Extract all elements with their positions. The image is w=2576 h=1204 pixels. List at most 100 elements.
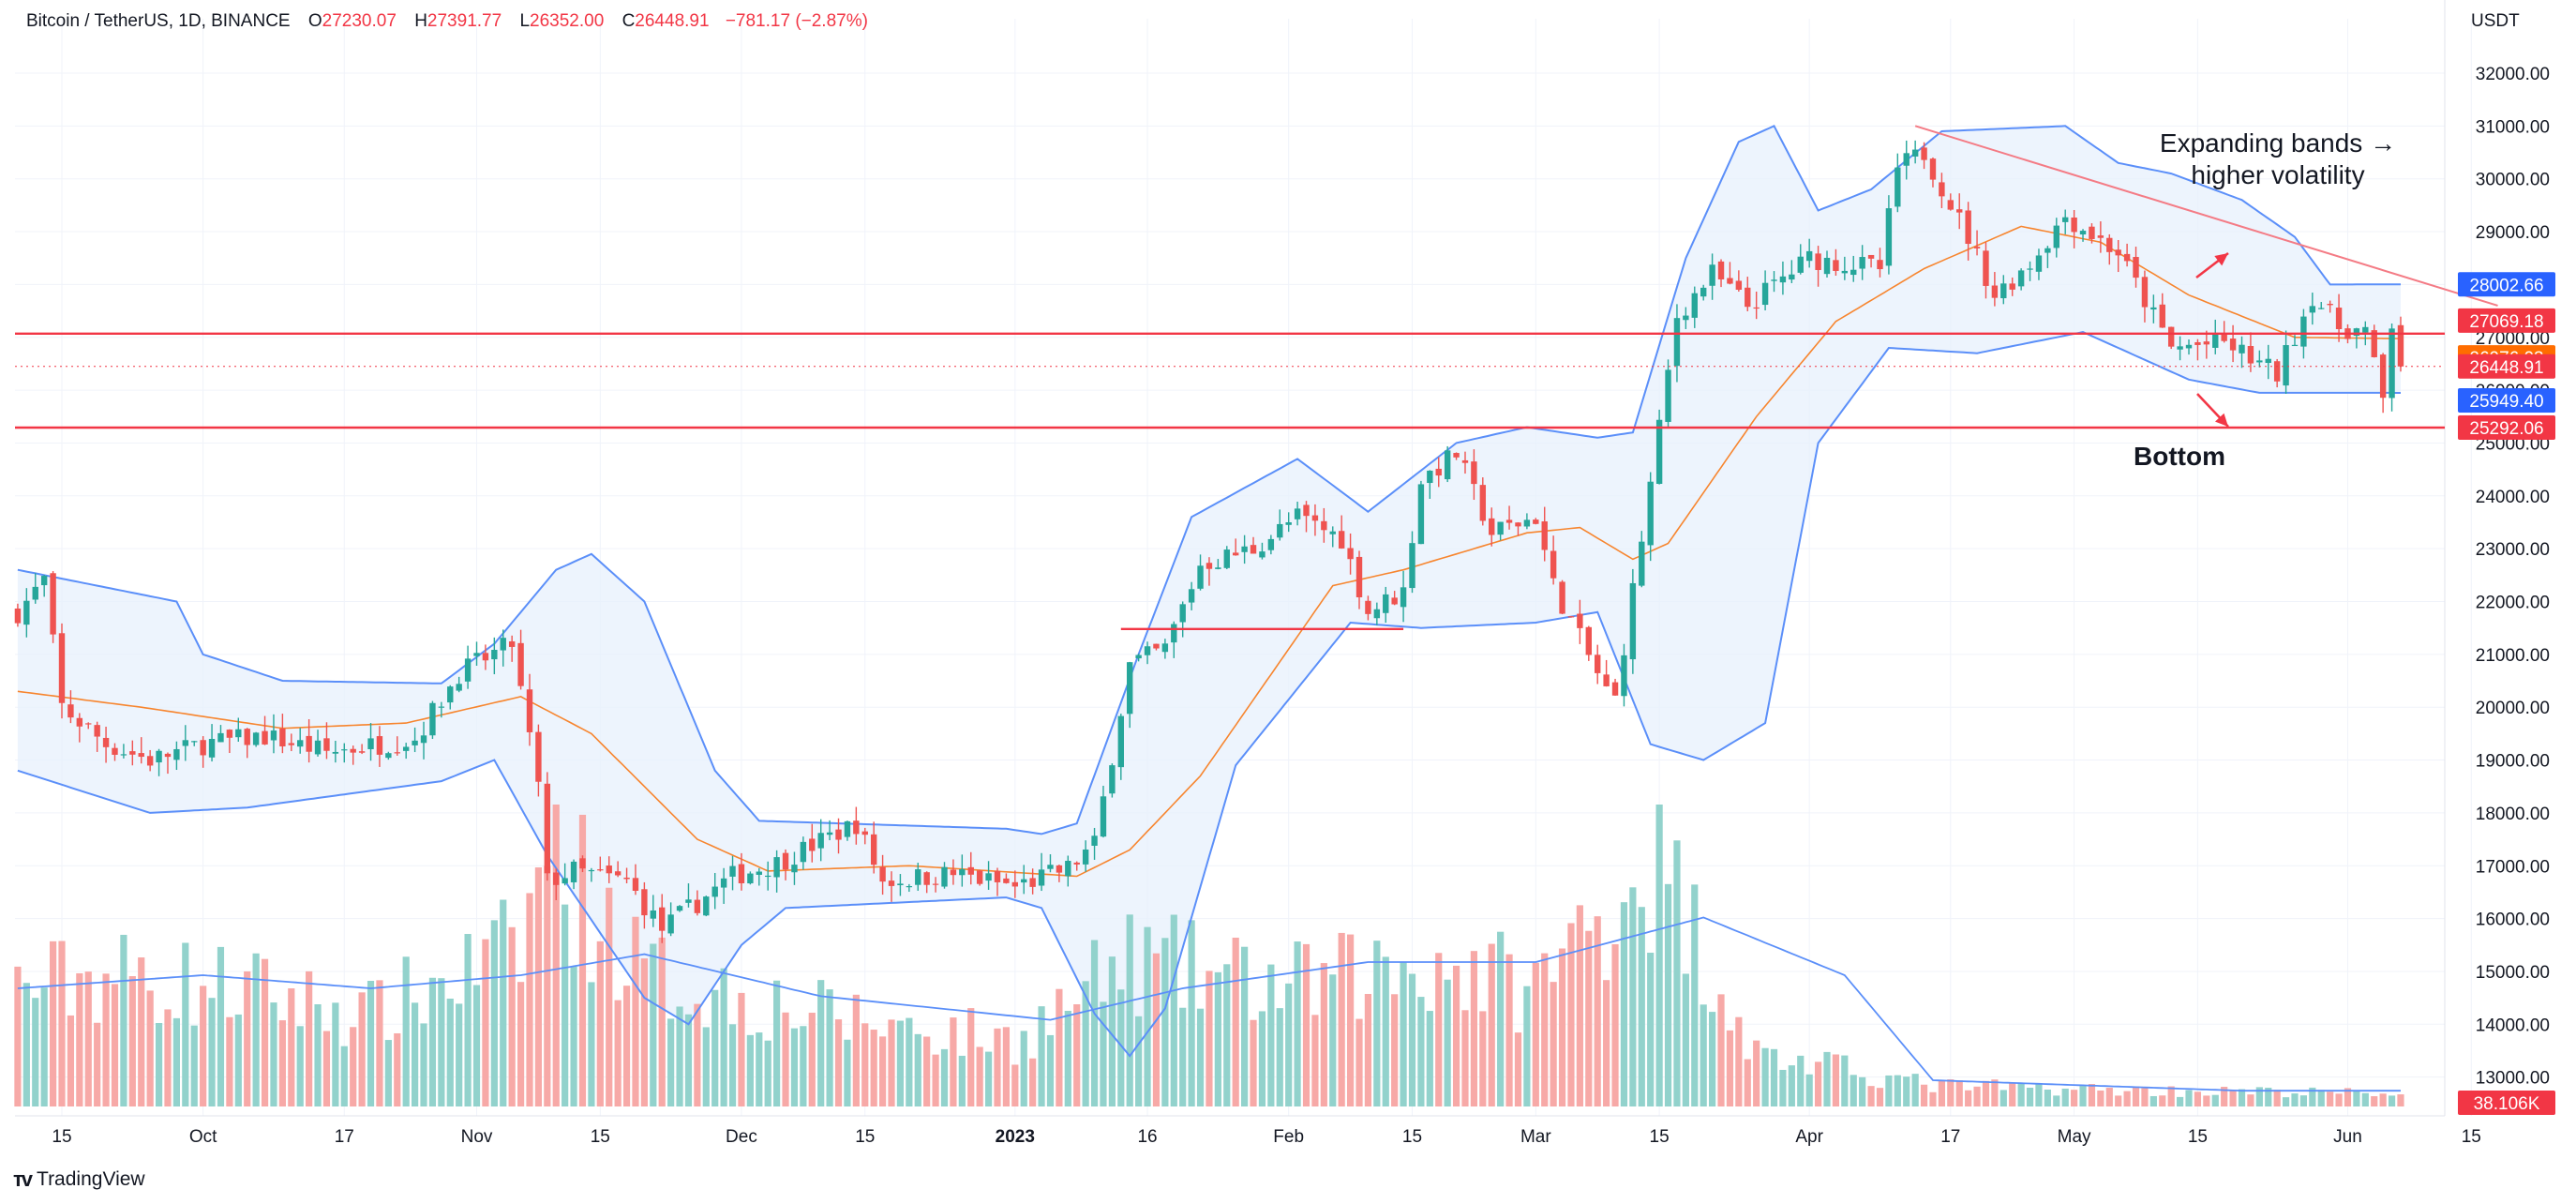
- candle-body: [2044, 248, 2051, 253]
- candle-body: [1179, 604, 1186, 623]
- candle-body: [226, 730, 233, 738]
- candle-body: [1973, 247, 1981, 248]
- candle-body: [129, 751, 136, 755]
- candle-body: [2167, 326, 2175, 347]
- volume-bar: [562, 904, 569, 1106]
- time-tick-label: 17: [1940, 1127, 1960, 1147]
- time-axis[interactable]: 15 Oct 17 Nov 15 Dec 15 2023 16 Feb 15 Mar 15 Apr 17 Ma…: [52, 1127, 2576, 1147]
- volume-bar: [261, 958, 269, 1106]
- volume-bar: [1982, 1080, 1990, 1106]
- candle-body: [50, 573, 56, 635]
- arrow-up-icon-head: [2214, 253, 2228, 266]
- candle-body: [1841, 270, 1849, 274]
- volume-bar: [2371, 1096, 2378, 1106]
- volume-bar: [1373, 941, 1381, 1106]
- candle-body: [23, 600, 30, 625]
- candle-body: [2185, 344, 2193, 349]
- candle-body: [1417, 484, 1425, 545]
- volume-bar: [1391, 994, 1399, 1106]
- volume-bar: [420, 1023, 427, 1106]
- candle-body: [1321, 520, 1327, 531]
- price-label-volume: 38.106K: [2458, 1091, 2555, 1115]
- volume-bar: [2344, 1088, 2352, 1106]
- tradingview-logo[interactable]: ᴛᴠ TradingView: [13, 1167, 145, 1192]
- candle-body: [508, 640, 516, 647]
- candle-body: [1559, 581, 1565, 614]
- time-tick-label: 15: [52, 1127, 71, 1147]
- volume-bar: [306, 971, 313, 1106]
- volume-bar: [534, 867, 543, 1106]
- price-axis[interactable]: USDT 32000.00 31000.00 30000.00 29000.00 2800…: [2471, 11, 2550, 1089]
- volume-bar: [1382, 956, 1389, 1106]
- candle-body: [879, 866, 886, 882]
- candle-body: [853, 820, 860, 835]
- candle-body: [244, 729, 250, 745]
- bollinger-upper-line: [17, 124, 2401, 835]
- volume-bar: [790, 1028, 799, 1106]
- candle-body: [1065, 861, 1071, 877]
- candle-body: [120, 754, 127, 756]
- volume-bar: [1823, 1051, 1831, 1106]
- volume-bar: [1126, 914, 1133, 1106]
- time-tick-label: Feb: [1273, 1127, 1304, 1147]
- volume-bar: [1947, 1079, 1954, 1106]
- volume-bar: [32, 998, 39, 1106]
- annotation-line-1: Expanding bands →: [2159, 128, 2397, 158]
- volume-bar: [746, 1034, 754, 1106]
- candle-body: [1991, 285, 1999, 298]
- volume-bar: [217, 946, 225, 1106]
- volume-bar: [870, 1030, 877, 1106]
- volume-bar: [1294, 941, 1301, 1106]
- symbol-title[interactable]: Bitcoin / TetherUS, 1D, BINANCE: [26, 11, 291, 31]
- candle-body: [1383, 594, 1389, 613]
- candle-body: [1153, 643, 1160, 649]
- candle-body: [138, 753, 144, 758]
- candle-body: [1709, 264, 1715, 286]
- candle-body: [676, 906, 683, 911]
- candle-body: [2097, 235, 2104, 238]
- candle-body: [2203, 341, 2210, 345]
- volume-bar: [428, 977, 437, 1106]
- candle-body: [782, 852, 789, 870]
- tradingview-logo-text: TradingView: [37, 1168, 145, 1190]
- volume-bar: [738, 992, 745, 1106]
- candle-body: [1338, 531, 1345, 549]
- candle-body: [1779, 276, 1787, 283]
- price-label-lower: 25949.40: [2458, 387, 2555, 413]
- candle-body: [1761, 282, 1769, 306]
- volume-bar: [2265, 1087, 2272, 1106]
- volume-bar: [1161, 938, 1169, 1106]
- candle-body: [606, 865, 612, 874]
- candle-body: [164, 753, 172, 758]
- candle-body: [1533, 519, 1539, 524]
- candle-body: [40, 576, 48, 586]
- volume-bar: [640, 958, 648, 1106]
- volume-bar: [1497, 931, 1505, 1106]
- candle-body: [1373, 609, 1381, 619]
- candle-body: [1639, 541, 1645, 586]
- volume-bar: [1558, 948, 1566, 1106]
- candle-body: [1232, 552, 1239, 556]
- volume-bar: [2167, 1086, 2175, 1106]
- time-tick-label: Nov: [461, 1127, 493, 1147]
- candle-body: [1391, 597, 1398, 605]
- candle-body: [2247, 345, 2254, 364]
- price-tick-label: 31000.00: [2476, 117, 2550, 137]
- volume-bar: [58, 941, 66, 1106]
- volume-bar: [2088, 1084, 2096, 1106]
- price-label-box: [2458, 354, 2555, 379]
- volume-bar: [288, 988, 295, 1106]
- candle-body: [562, 878, 568, 884]
- candle-body: [553, 872, 560, 885]
- volume-bar: [1576, 905, 1583, 1106]
- candle-body: [1215, 567, 1221, 569]
- price-label-text: 28002.66: [2469, 276, 2543, 295]
- volume-bar: [1788, 1065, 1795, 1106]
- candle-body: [623, 877, 630, 880]
- candle-body: [314, 740, 322, 755]
- volume-bar: [1505, 954, 1513, 1106]
- symbol-legend[interactable]: Bitcoin / TetherUS, 1D, BINANCE O27230.0…: [26, 11, 879, 32]
- price-tick-label: 14000.00: [2476, 1016, 2550, 1035]
- volume-bar: [958, 1055, 966, 1106]
